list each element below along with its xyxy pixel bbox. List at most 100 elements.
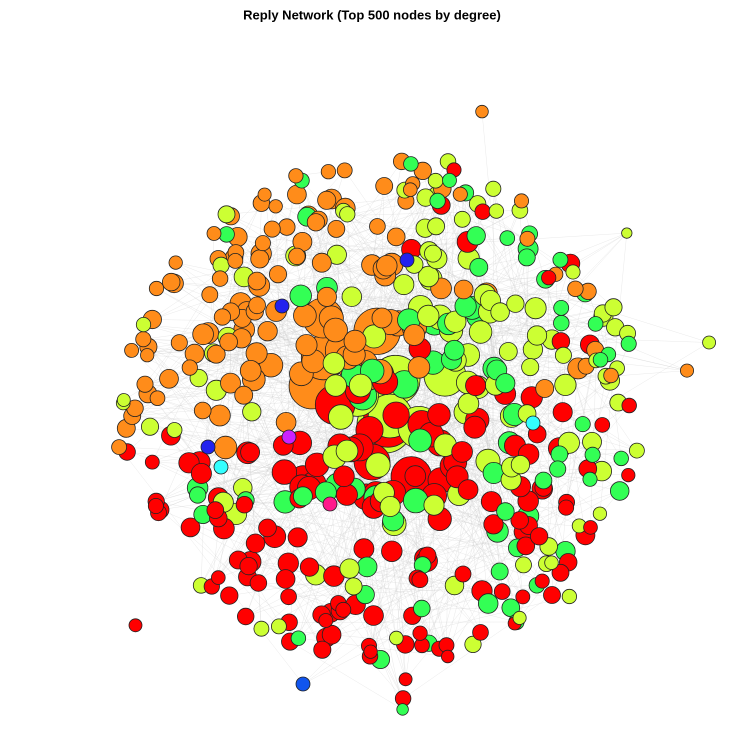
node: [424, 244, 442, 263]
edge: [467, 279, 546, 383]
node: [404, 465, 427, 487]
node: [168, 255, 183, 270]
edge: [560, 368, 579, 573]
node: [111, 439, 127, 456]
node: [290, 630, 307, 646]
edge: [377, 464, 428, 556]
node: [287, 527, 308, 548]
node: [427, 172, 444, 189]
node: [193, 401, 212, 420]
node: [268, 265, 287, 284]
node: [322, 496, 338, 512]
edge: [418, 263, 571, 428]
node: [320, 164, 336, 180]
node: [465, 375, 487, 397]
node: [344, 577, 363, 596]
node: [582, 471, 598, 487]
node: [339, 558, 360, 579]
node: [453, 279, 474, 300]
edge: [220, 278, 305, 316]
node: [389, 630, 404, 646]
node: [135, 316, 152, 333]
node: [574, 416, 591, 433]
node: [292, 486, 313, 507]
node: [567, 280, 584, 298]
edge: [288, 531, 525, 598]
node: [379, 495, 401, 517]
node: [253, 620, 270, 637]
node: [554, 346, 572, 364]
node: [457, 392, 480, 415]
node: [263, 220, 281, 238]
edge: [132, 415, 370, 431]
edge: [289, 641, 403, 710]
node: [336, 162, 353, 179]
node: [521, 358, 540, 377]
node: [463, 415, 487, 439]
node: [318, 613, 334, 628]
edge: [484, 210, 521, 296]
edge: [296, 226, 378, 257]
node: [211, 570, 226, 585]
node: [313, 640, 332, 659]
node: [189, 486, 207, 504]
node: [124, 342, 140, 358]
node: [200, 439, 216, 455]
node: [275, 411, 297, 433]
node: [466, 226, 486, 246]
node: [417, 265, 440, 288]
edge: [264, 194, 304, 479]
node: [128, 618, 143, 633]
node: [493, 583, 511, 600]
node: [213, 308, 231, 326]
edge: [123, 402, 540, 537]
node: [584, 446, 601, 463]
edge: [149, 353, 257, 427]
node: [512, 610, 527, 625]
edge: [264, 194, 384, 269]
node: [288, 168, 304, 184]
edge: [209, 294, 596, 325]
node: [323, 317, 348, 343]
node: [592, 352, 609, 368]
node: [289, 284, 312, 308]
node: [444, 310, 467, 333]
node: [474, 203, 491, 220]
node: [552, 402, 573, 423]
node: [553, 314, 570, 332]
node: [469, 257, 489, 277]
node: [250, 249, 270, 269]
node: [219, 332, 238, 352]
edge: [226, 214, 612, 376]
node: [135, 331, 152, 348]
node: [335, 439, 359, 463]
node: [270, 618, 287, 635]
node: [375, 177, 394, 195]
node: [311, 252, 332, 273]
edge: [199, 461, 543, 582]
node: [680, 363, 695, 378]
edge: [173, 283, 223, 318]
edge: [171, 236, 397, 283]
node: [541, 270, 557, 286]
node: [335, 601, 352, 618]
node: [306, 213, 325, 232]
node: [441, 649, 455, 664]
node: [239, 359, 262, 382]
node: [621, 397, 637, 414]
node: [407, 356, 431, 379]
edge: [247, 449, 352, 578]
node: [403, 324, 426, 346]
node: [274, 298, 290, 314]
node: [353, 538, 375, 560]
edge: [511, 466, 620, 492]
node: [553, 299, 570, 316]
edge: [451, 330, 538, 336]
edge: [223, 500, 381, 529]
node: [517, 248, 536, 267]
node: [206, 344, 226, 364]
edge: [188, 462, 448, 657]
node: [514, 193, 530, 209]
node: [381, 540, 403, 563]
